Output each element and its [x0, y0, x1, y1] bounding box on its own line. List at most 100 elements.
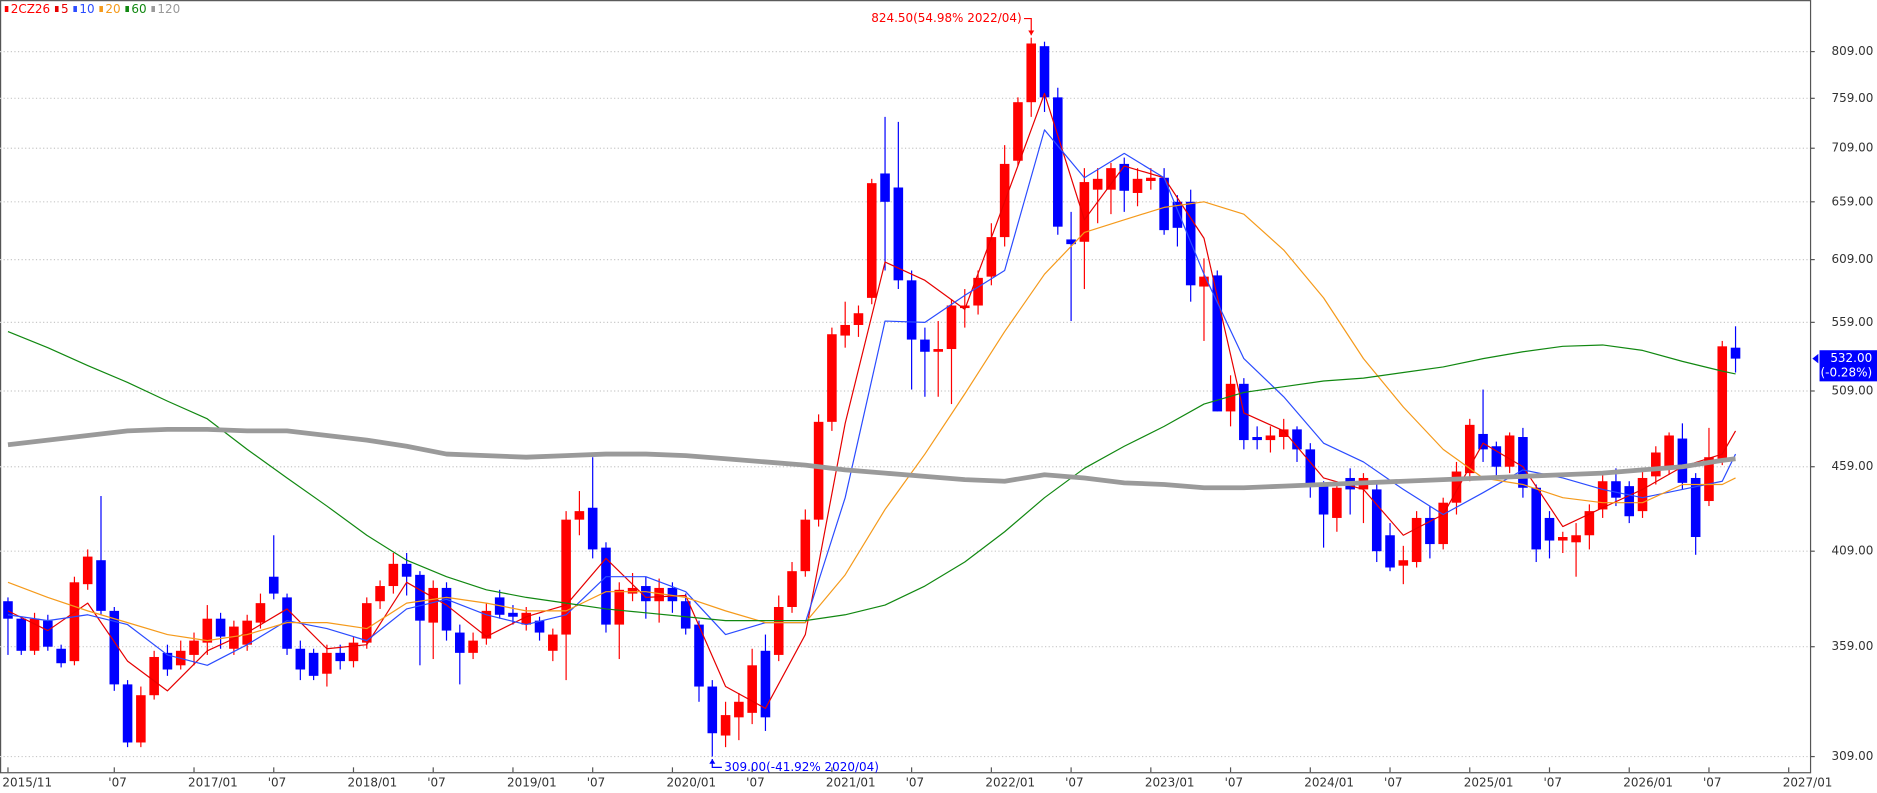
candle-body: [933, 349, 943, 352]
candle-body: [627, 587, 638, 594]
candle-body: [548, 634, 558, 651]
candle-body: [162, 652, 173, 670]
candle-body: [1677, 438, 1688, 483]
candle-body: [1265, 435, 1276, 441]
legend-label: 2CZ26: [11, 2, 50, 16]
candle-body: [1199, 276, 1209, 287]
x-tick-label: 2027/01: [1783, 775, 1833, 789]
ma-lines: [7, 92, 1737, 710]
candle-body: [680, 601, 691, 629]
candle-body: [229, 626, 239, 649]
x-tick-label: 2026/01: [1623, 775, 1673, 789]
candle-body: [1438, 502, 1448, 545]
candle-body: [428, 587, 439, 623]
candle-body: [973, 277, 983, 306]
candle-body: [813, 421, 824, 520]
candle-body: [959, 305, 970, 309]
candle-body: [1571, 535, 1581, 543]
y-tick-label: 609.00: [1832, 252, 1874, 266]
candle-body: [56, 648, 66, 664]
candle-body: [96, 560, 106, 611]
x-tick-label: 2024/01: [1304, 775, 1354, 789]
candle-body: [1172, 201, 1183, 228]
candle-body: [1624, 486, 1635, 517]
candle-body: [1464, 424, 1475, 474]
candle-body: [1119, 163, 1130, 191]
candle-body: [866, 183, 877, 298]
y-tick-label: 459.00: [1832, 459, 1874, 473]
candle-body: [667, 587, 678, 602]
x-tick-label: '07: [587, 775, 606, 789]
candle-body: [268, 576, 279, 594]
candle-body: [1531, 487, 1541, 550]
candle-body: [1026, 43, 1037, 103]
legend-swatch: [99, 6, 103, 13]
candle-body: [375, 586, 385, 602]
candle-body: [361, 603, 372, 643]
candle-body: [322, 652, 332, 674]
candle-body: [853, 313, 864, 325]
x-tick-label: 2023/01: [1145, 775, 1195, 789]
candle-body: [308, 652, 319, 676]
x-tick-label: '07: [1225, 775, 1244, 789]
candle-body: [1398, 560, 1409, 566]
candle-body: [720, 715, 731, 736]
candle-body: [946, 305, 957, 350]
candle-body: [29, 618, 40, 651]
candle-body: [1053, 97, 1063, 227]
candle-body: [601, 547, 611, 625]
x-tick-label: 2021/01: [826, 775, 876, 789]
y-tick-label: 409.00: [1832, 544, 1874, 558]
y-tick-label: 359.00: [1832, 639, 1874, 653]
x-tick-label: '07: [1384, 775, 1403, 789]
candle-body: [1611, 481, 1621, 498]
candle-body: [1491, 446, 1502, 467]
candle-body: [1690, 477, 1701, 538]
last-price-pointer: [1812, 353, 1819, 364]
candle-body: [800, 519, 811, 572]
candle-body: [1106, 168, 1116, 190]
candle-body: [136, 695, 146, 743]
x-tick-label: '07: [427, 775, 446, 789]
ma-line: [7, 129, 1737, 666]
candle-body: [481, 610, 492, 639]
candle-body: [734, 701, 744, 718]
candle-body: [1451, 471, 1462, 503]
candle-body: [827, 334, 837, 422]
x-tick-label: 2017/01: [188, 775, 238, 789]
last-price-box: [1819, 350, 1877, 382]
legend-label: 5: [61, 2, 69, 16]
candle-body: [521, 612, 532, 625]
candle-body: [82, 556, 93, 585]
annotation-text: 824.50(54.98% 2022/04): [871, 11, 1021, 25]
ma-line: [7, 201, 1736, 642]
candle-body: [202, 618, 213, 643]
candle-body: [1637, 477, 1648, 512]
candle-body: [388, 563, 399, 587]
candle-body: [574, 511, 585, 520]
candle-body: [1318, 484, 1329, 515]
candle-body: [348, 642, 359, 662]
candle-body: [3, 601, 13, 619]
x-tick-label: 2025/01: [1464, 775, 1514, 789]
candle-body: [215, 618, 226, 637]
candle-body: [1651, 452, 1661, 477]
candle-body: [1518, 437, 1528, 488]
candle-body: [1039, 46, 1050, 98]
candle-body: [1704, 457, 1714, 502]
candle-body: [189, 640, 199, 655]
candle-body: [694, 624, 704, 687]
x-tick-label: '07: [108, 775, 127, 789]
annotation-arrowhead: [1028, 30, 1035, 36]
ma-line: [7, 331, 1736, 622]
y-tick-label: 809.00: [1832, 44, 1874, 58]
candle-body: [122, 684, 133, 743]
candle-body: [468, 640, 478, 653]
x-tick-label: 2018/01: [348, 775, 398, 789]
candle-body: [1092, 178, 1103, 190]
candle-body: [1411, 517, 1422, 563]
candle-body: [1425, 517, 1435, 545]
candle-body: [1597, 481, 1608, 510]
candle-body: [1132, 178, 1143, 193]
